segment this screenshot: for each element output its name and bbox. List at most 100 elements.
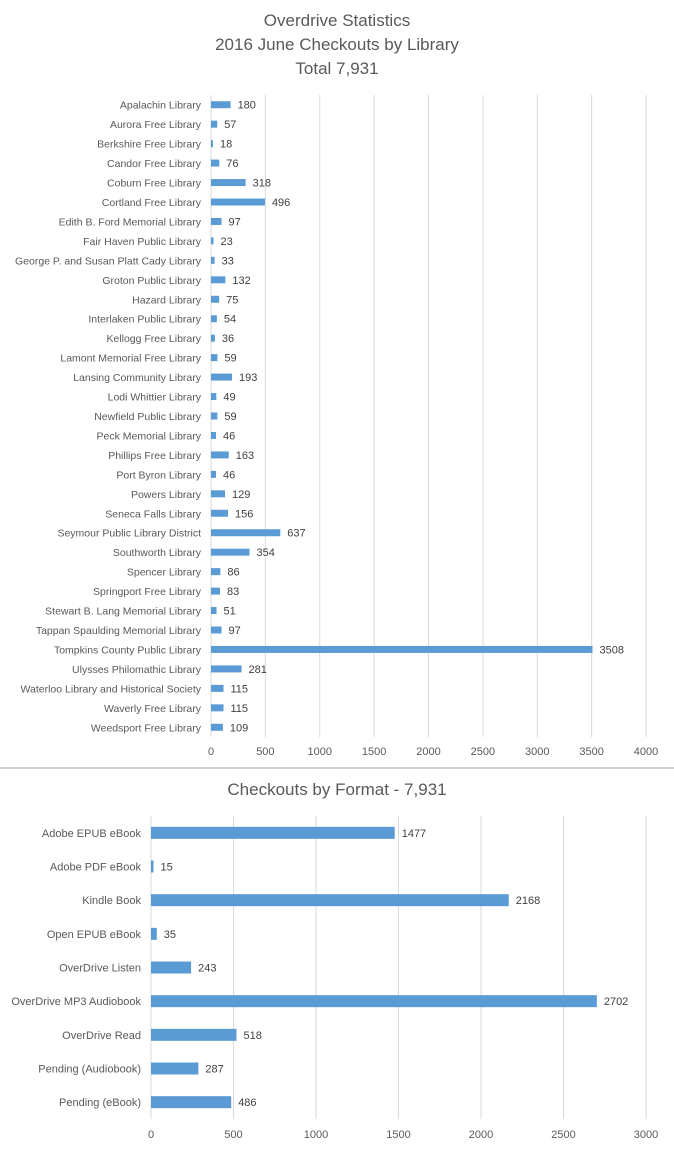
bar bbox=[211, 412, 218, 420]
category-label: Open EPUB eBook bbox=[47, 929, 142, 941]
format-chart-title: Checkouts by Format - 7,931 bbox=[227, 780, 447, 799]
x-tick-label: 2000 bbox=[469, 1129, 493, 1141]
category-label: Apalachin Library bbox=[120, 100, 202, 112]
bar bbox=[211, 393, 217, 401]
category-label: Berkshire Free Library bbox=[97, 139, 202, 151]
category-label: Lodi Whittier Library bbox=[108, 392, 202, 404]
category-label: Lamont Memorial Free Library bbox=[60, 353, 201, 365]
data-label: 486 bbox=[238, 1097, 256, 1109]
data-label: 83 bbox=[227, 586, 239, 598]
bar bbox=[211, 431, 217, 439]
data-label: 51 bbox=[224, 606, 236, 618]
category-label: Ulysses Philomathic Library bbox=[72, 664, 202, 676]
category-label: Edith B. Ford Memorial Library bbox=[59, 216, 202, 228]
category-label: Waverly Free Library bbox=[104, 703, 202, 715]
category-label: Waterloo Library and Historical Society bbox=[20, 683, 201, 695]
data-label: 59 bbox=[224, 353, 236, 365]
bar bbox=[211, 354, 218, 362]
bar bbox=[211, 626, 222, 634]
data-label: 46 bbox=[223, 469, 235, 481]
x-tick-label: 2000 bbox=[416, 746, 440, 758]
bar bbox=[151, 1096, 232, 1109]
format-chart-panel: Checkouts by Format - 7,931 0 500 1000 1500… bbox=[0, 769, 674, 1152]
x-tick-label: 4000 bbox=[634, 746, 658, 758]
bar bbox=[211, 665, 242, 673]
bar bbox=[151, 1062, 199, 1075]
category-label: Springport Free Library bbox=[93, 586, 202, 598]
bar bbox=[211, 101, 231, 109]
bar bbox=[211, 704, 224, 712]
category-label: Groton Public Library bbox=[102, 275, 201, 287]
data-label: 57 bbox=[224, 119, 236, 131]
data-label: 86 bbox=[227, 567, 239, 579]
category-label: Peck Memorial Library bbox=[97, 430, 202, 442]
bar bbox=[211, 179, 246, 187]
category-label: Adobe EPUB eBook bbox=[42, 828, 142, 840]
data-label: 33 bbox=[222, 255, 234, 267]
library-chart-title-line-3: Total 7,931 bbox=[295, 59, 379, 78]
format-checkouts-chart: 0 500 1000 1500 2000 2500 3000 Adobe EPUB eBook… bbox=[11, 816, 658, 1141]
bar bbox=[211, 607, 217, 615]
bar bbox=[211, 373, 232, 381]
data-label: 496 bbox=[272, 197, 290, 209]
bar bbox=[151, 826, 395, 839]
category-label: Port Byron Library bbox=[116, 469, 201, 481]
category-label: Phillips Free Library bbox=[108, 450, 202, 462]
data-label: 36 bbox=[222, 333, 234, 345]
bar bbox=[211, 237, 214, 245]
x-tick-label: 3000 bbox=[525, 746, 549, 758]
category-label: Adobe PDF eBook bbox=[50, 862, 142, 874]
data-label: 193 bbox=[239, 372, 257, 384]
library-chart-title-line-1: Overdrive Statistics bbox=[263, 11, 411, 30]
data-label: 287 bbox=[205, 1064, 223, 1076]
x-tick-label: 3500 bbox=[579, 746, 603, 758]
category-label: Spencer Library bbox=[127, 567, 202, 579]
bar bbox=[211, 295, 220, 303]
category-label: Interlaken Public Library bbox=[88, 314, 201, 326]
category-label: Weedsport Free Library bbox=[91, 722, 202, 734]
data-label: 76 bbox=[226, 158, 238, 170]
bar bbox=[211, 159, 220, 167]
library-checkouts-chart: 0 500 1000 1500 2000 2500 3000 3500 4000 Apalachi… bbox=[15, 95, 658, 758]
bar bbox=[211, 334, 215, 342]
x-tick-label: 500 bbox=[256, 746, 274, 758]
data-label: 243 bbox=[198, 963, 216, 975]
x-tick-label: 0 bbox=[208, 746, 214, 758]
x-tick-label: 1000 bbox=[304, 1129, 328, 1141]
bar bbox=[211, 276, 226, 284]
bar bbox=[151, 927, 157, 940]
data-label: 637 bbox=[287, 528, 305, 540]
bar bbox=[151, 894, 509, 907]
x-tick-label: 500 bbox=[224, 1129, 242, 1141]
bar bbox=[151, 1028, 237, 1041]
data-label: 109 bbox=[230, 722, 248, 734]
category-label: Lansing Community Library bbox=[73, 372, 202, 384]
data-label: 2702 bbox=[604, 996, 628, 1008]
x-tick-label: 1000 bbox=[308, 746, 332, 758]
category-label: Seymour Public Library District bbox=[57, 528, 201, 540]
bar bbox=[211, 568, 221, 576]
data-label: 46 bbox=[223, 430, 235, 442]
bar bbox=[211, 723, 223, 731]
x-tick-label: 2500 bbox=[471, 746, 495, 758]
library-chart-title-line-2: 2016 June Checkouts by Library bbox=[215, 35, 459, 54]
data-label: 3508 bbox=[599, 644, 623, 656]
category-label: George P. and Susan Platt Cady Library bbox=[15, 255, 202, 267]
category-label: Pending (eBook) bbox=[59, 1097, 141, 1109]
category-label: Tompkins County Public Library bbox=[54, 644, 202, 656]
category-label: Seneca Falls Library bbox=[105, 508, 201, 520]
category-label: Coburn Free Library bbox=[107, 178, 202, 190]
category-label: Southworth Library bbox=[113, 547, 202, 559]
data-label: 281 bbox=[249, 664, 267, 676]
category-label: Cortland Free Library bbox=[102, 197, 202, 209]
data-label: 518 bbox=[243, 1030, 261, 1042]
bar bbox=[151, 995, 597, 1008]
data-label: 132 bbox=[232, 275, 250, 287]
data-label: 97 bbox=[229, 625, 241, 637]
category-label: OverDrive Read bbox=[62, 1030, 141, 1042]
data-label: 97 bbox=[229, 216, 241, 228]
category-label: Pending (Audiobook) bbox=[38, 1064, 141, 1076]
category-label: OverDrive Listen bbox=[59, 963, 141, 975]
bar bbox=[211, 587, 221, 595]
